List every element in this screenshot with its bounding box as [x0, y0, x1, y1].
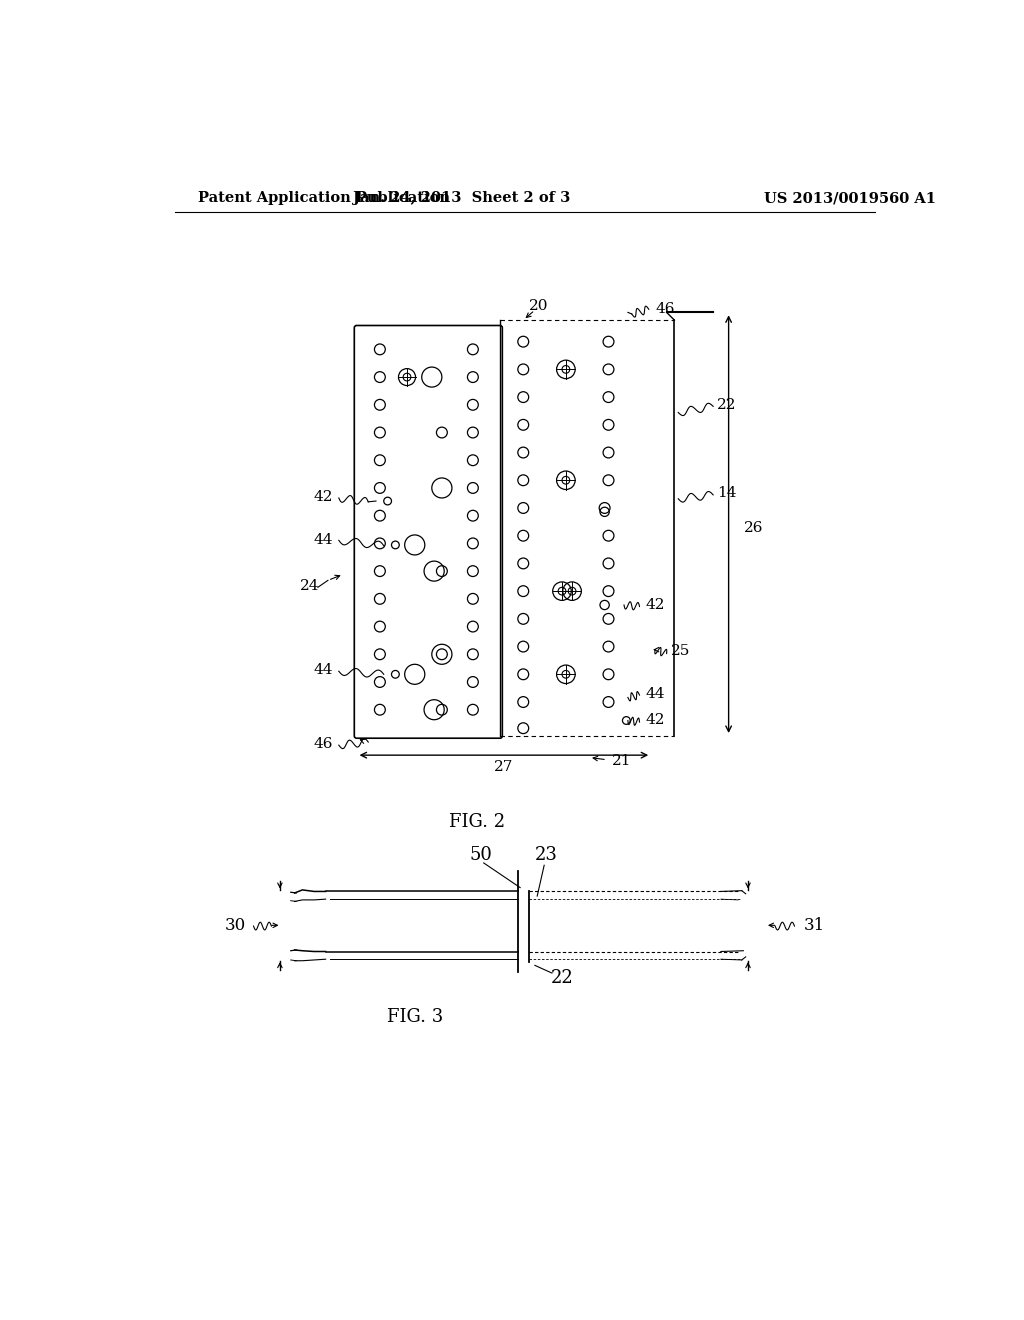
- Text: 44: 44: [646, 686, 666, 701]
- Text: 24: 24: [300, 578, 319, 593]
- Text: 31: 31: [804, 917, 825, 933]
- Text: 21: 21: [612, 754, 632, 767]
- Text: Patent Application Publication: Patent Application Publication: [198, 191, 450, 206]
- Text: 14: 14: [717, 486, 736, 500]
- Text: FIG. 3: FIG. 3: [387, 1008, 442, 1026]
- Text: 26: 26: [744, 521, 764, 535]
- Text: 42: 42: [646, 714, 666, 727]
- Text: 46: 46: [655, 301, 675, 315]
- Text: 22: 22: [717, 397, 736, 412]
- Text: US 2013/0019560 A1: US 2013/0019560 A1: [764, 191, 936, 206]
- Text: 46: 46: [314, 737, 334, 751]
- Text: 23: 23: [536, 846, 558, 865]
- Text: 44: 44: [314, 532, 334, 546]
- Text: 25: 25: [671, 644, 690, 659]
- Text: 30: 30: [224, 917, 246, 933]
- Text: 20: 20: [529, 300, 549, 313]
- Text: 42: 42: [646, 598, 666, 612]
- Text: Jan. 24, 2013  Sheet 2 of 3: Jan. 24, 2013 Sheet 2 of 3: [352, 191, 570, 206]
- Text: 42: 42: [314, 490, 334, 504]
- Text: 22: 22: [551, 969, 573, 987]
- Text: 50: 50: [469, 846, 493, 865]
- Text: FIG. 2: FIG. 2: [449, 813, 505, 832]
- Text: 44: 44: [314, 664, 334, 677]
- Text: 27: 27: [495, 760, 514, 774]
